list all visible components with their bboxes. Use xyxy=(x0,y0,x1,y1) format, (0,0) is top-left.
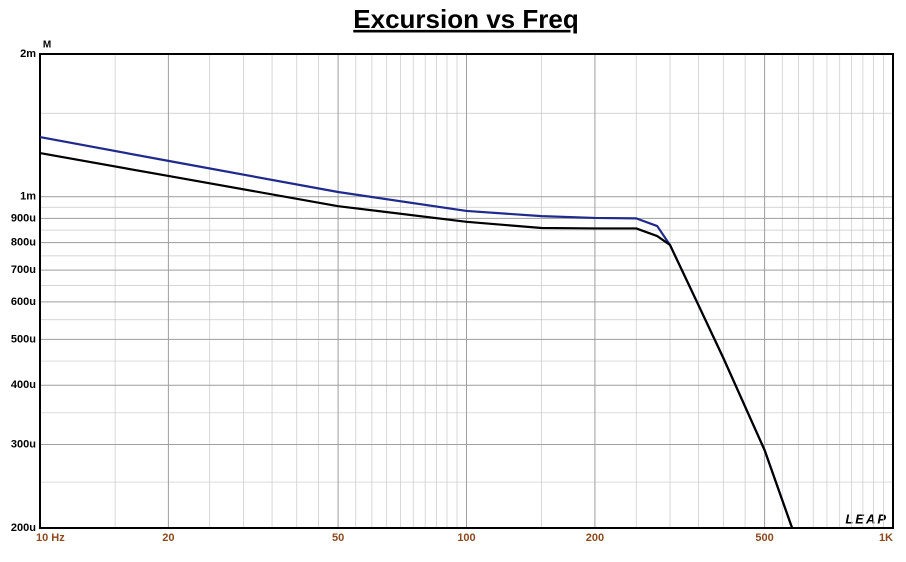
x-tick-label: 10 Hz xyxy=(36,532,65,544)
watermark: LEAP xyxy=(845,511,888,526)
y-unit-label: M xyxy=(43,40,51,51)
y-tick-label: 400u xyxy=(11,379,36,391)
x-tick-label: 500 xyxy=(755,532,773,544)
y-tick-label: 500u xyxy=(11,333,36,345)
x-tick-label: 50 xyxy=(332,532,344,544)
y-tick-label: 2m xyxy=(20,48,36,60)
x-tick-label: 100 xyxy=(457,532,475,544)
x-tick-label: 200 xyxy=(586,532,604,544)
y-tick-label: 600u xyxy=(11,296,36,308)
x-tick-label: 20 xyxy=(162,532,174,544)
y-tick-label: 300u xyxy=(11,438,36,450)
y-tick-label: 200u xyxy=(11,522,36,534)
series-line xyxy=(39,135,794,529)
y-tick-label: 900u xyxy=(11,212,36,224)
chart-title: Excursion vs Freq xyxy=(353,4,578,34)
plot-frame xyxy=(39,53,894,529)
y-tick-label: 1m xyxy=(20,191,36,203)
y-tick-label: 800u xyxy=(11,237,36,249)
x-tick-label: 1K xyxy=(879,532,893,544)
y-tick-label: 700u xyxy=(11,264,36,276)
series-line xyxy=(39,151,794,529)
